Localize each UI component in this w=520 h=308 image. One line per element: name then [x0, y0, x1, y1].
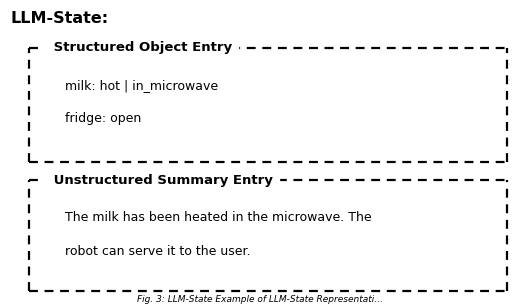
Text: The milk has been heated in the microwave. The: The milk has been heated in the microwav… — [65, 211, 372, 224]
Text: fridge: open: fridge: open — [65, 112, 141, 125]
Text: milk: hot | in_microwave: milk: hot | in_microwave — [65, 79, 218, 91]
Text: Fig. 3: LLM-State Example of LLM-State Representati...: Fig. 3: LLM-State Example of LLM-State R… — [137, 295, 383, 304]
Text: LLM-State:: LLM-State: — [10, 11, 109, 26]
Text: robot can serve it to the user.: robot can serve it to the user. — [65, 245, 251, 258]
Text: Unstructured Summary Entry: Unstructured Summary Entry — [49, 174, 274, 187]
Text: Structured Object Entry: Structured Object Entry — [49, 41, 232, 54]
